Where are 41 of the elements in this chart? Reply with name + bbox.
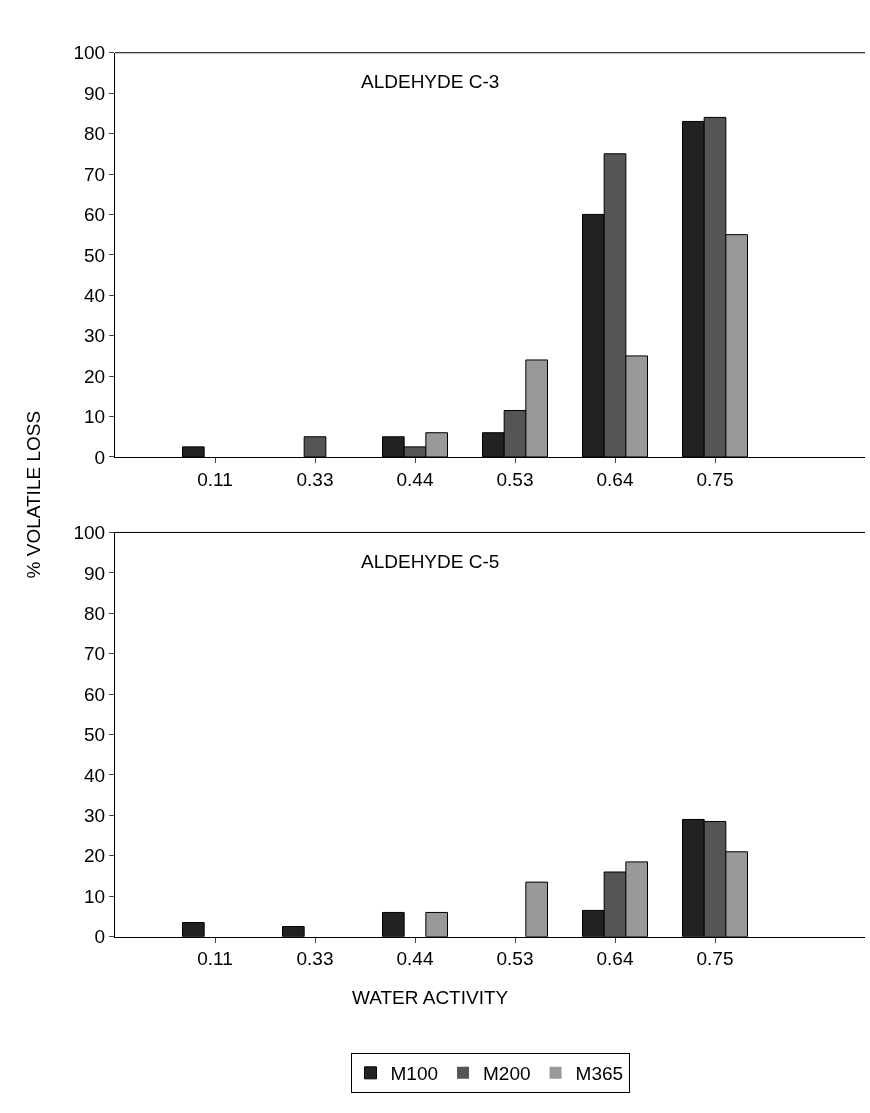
- x-tick-label: 0.44: [396, 468, 434, 490]
- y-tick-label: 80: [84, 123, 106, 145]
- y-tick-label: 60: [84, 683, 106, 705]
- legend-label: M365: [575, 1063, 624, 1085]
- y-tick-label: 10: [84, 406, 106, 428]
- text: ALDEHYDE C-5: [361, 551, 500, 572]
- y-tick-label: 30: [84, 325, 106, 347]
- y-tick-label: 40: [84, 284, 106, 306]
- y-tick-label: 70: [84, 643, 106, 665]
- y-tick-label: 20: [84, 845, 106, 867]
- y-tick-label: 40: [84, 764, 106, 786]
- y-tick-label: 0: [94, 446, 106, 468]
- legend-label: M200: [483, 1063, 531, 1085]
- y-tick-label: 20: [84, 365, 106, 387]
- y-tick-label: 70: [84, 163, 106, 185]
- y-tick-label: 10: [84, 885, 106, 907]
- y-tick-label: 60: [84, 204, 106, 226]
- y-tick-label: 0: [94, 926, 106, 948]
- x-tick-label: 0.64: [596, 468, 634, 490]
- x-tick-label: 0.11: [197, 948, 233, 970]
- y-tick-label: 100: [73, 522, 106, 544]
- y-tick-label: 90: [84, 562, 106, 584]
- x-tick-label: 0.53: [496, 948, 534, 970]
- x-tick-label: 0.11: [197, 468, 233, 490]
- legend-label: M100: [390, 1063, 439, 1085]
- x-tick-label: 0.33: [296, 468, 334, 490]
- x-tick-label: 0.64: [596, 948, 634, 970]
- x-tick-label: 0.53: [496, 468, 534, 490]
- x-tick-label: 0.44: [396, 948, 434, 970]
- y-tick-label: 90: [84, 82, 106, 104]
- x-tick-label: 0.75: [696, 948, 734, 970]
- y-axis-title: % VOLATILE LOSS: [23, 410, 45, 579]
- y-tick-label: 30: [84, 805, 106, 827]
- x-tick-label: 0.33: [296, 948, 334, 970]
- y-tick-label: 50: [84, 244, 106, 266]
- x-axis-title: WATER ACTIVITY: [352, 987, 509, 1008]
- y-tick-label: 100: [73, 42, 106, 64]
- x-tick-label: 0.75: [696, 468, 734, 490]
- text: ALDEHYDE C-3: [361, 71, 500, 92]
- y-tick-label: 50: [84, 724, 106, 746]
- y-tick-label: 80: [84, 602, 106, 624]
